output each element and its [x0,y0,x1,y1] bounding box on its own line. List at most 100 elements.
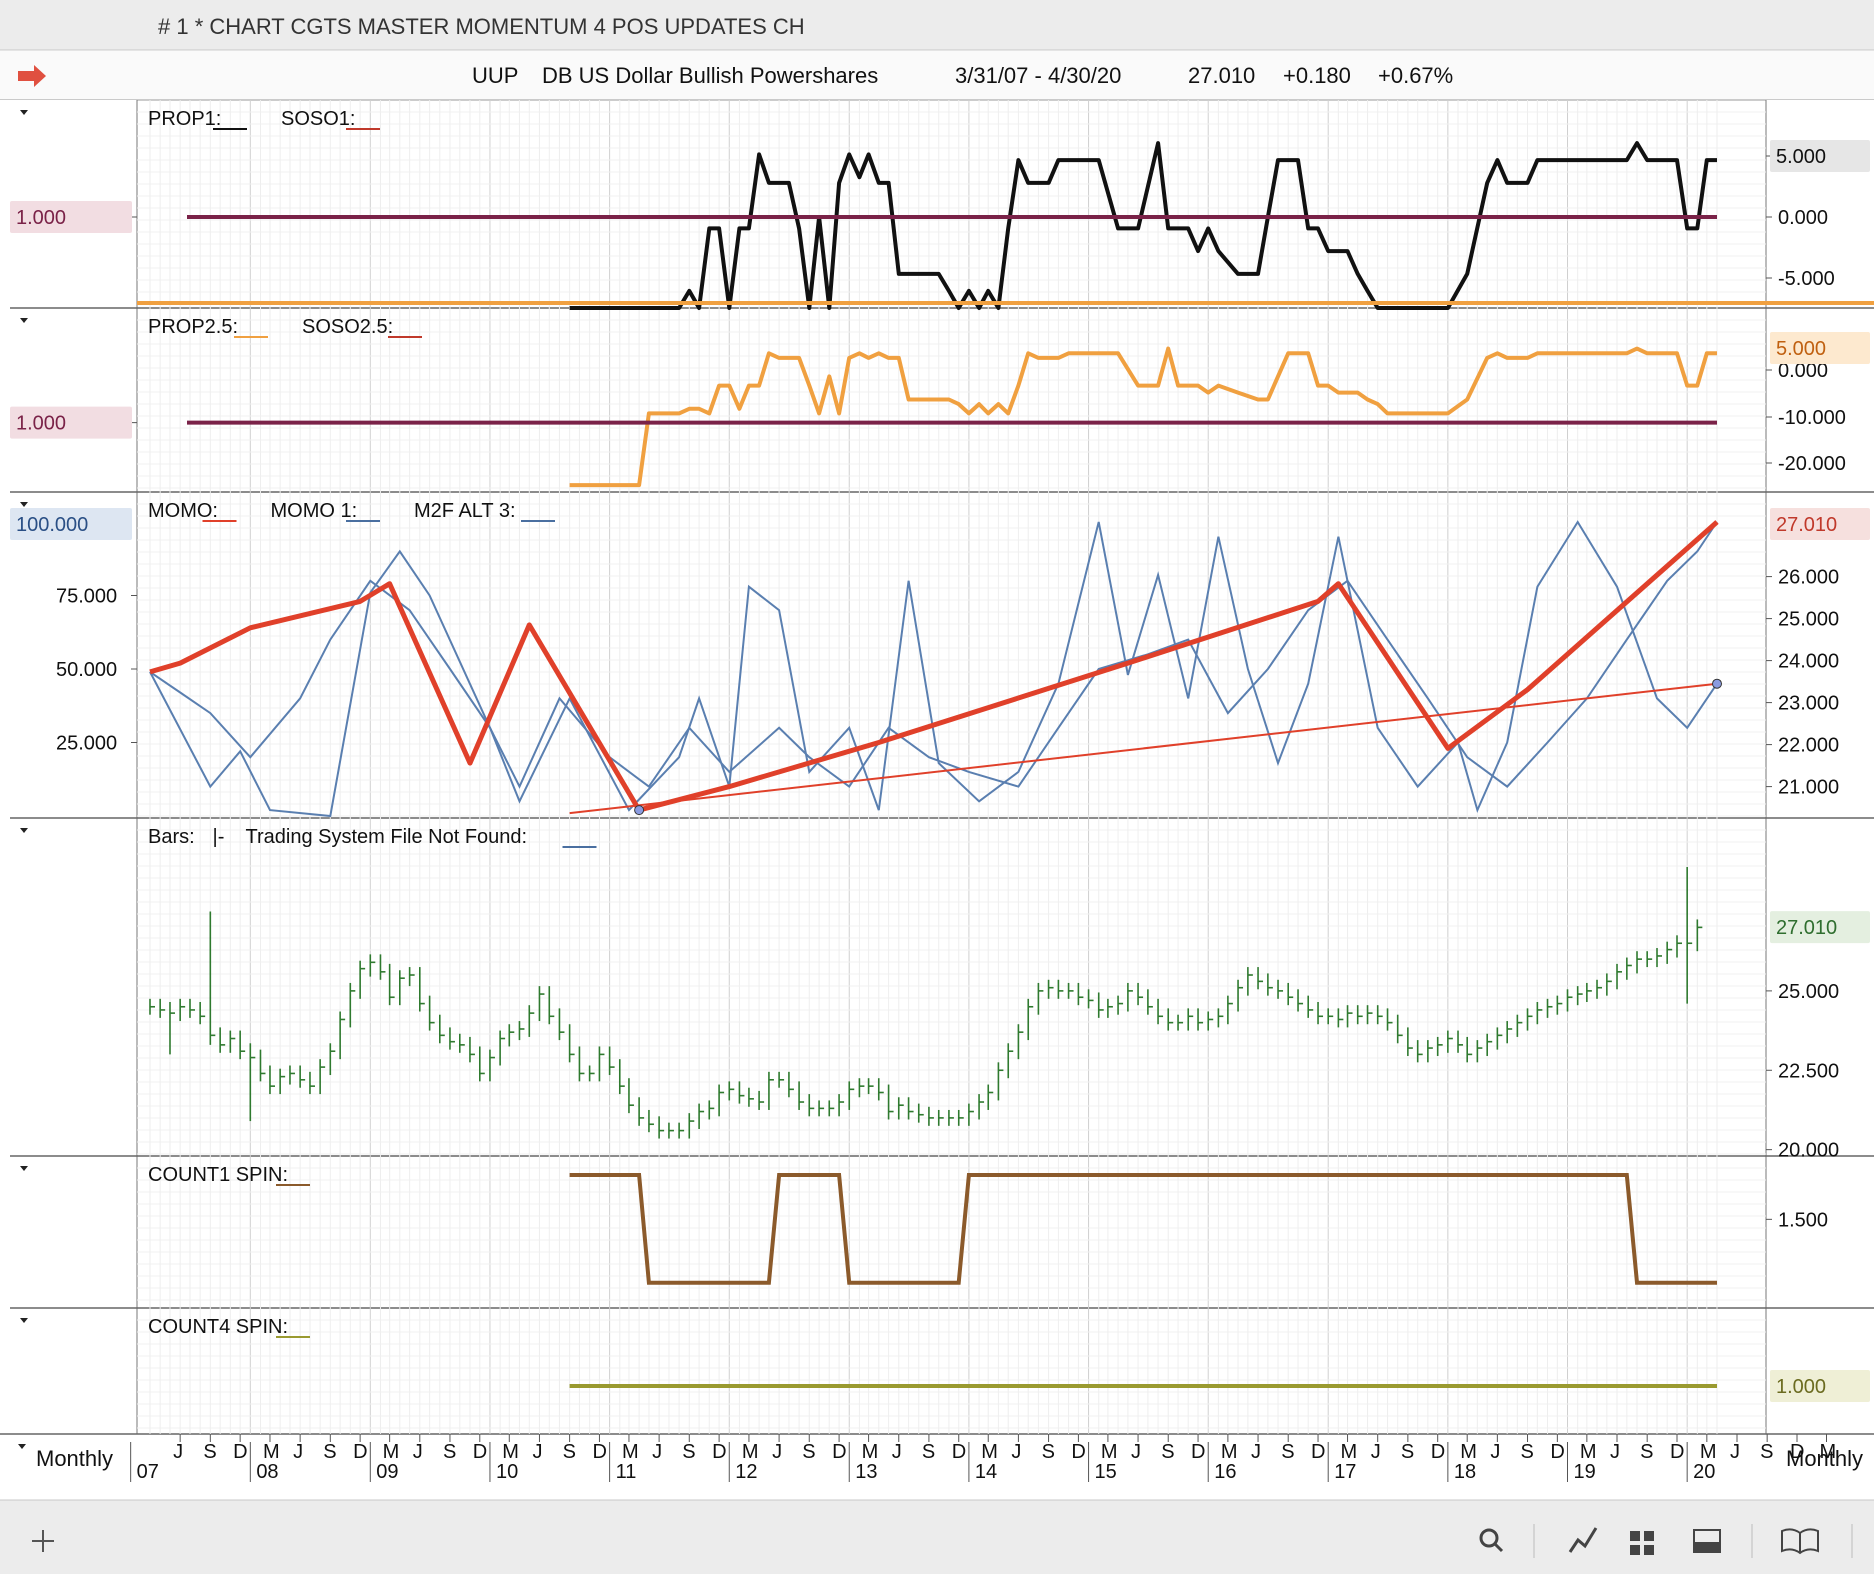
month-label: D [592,1441,606,1463]
month-label: M [622,1441,639,1463]
percent-change: +0.67% [1378,63,1453,88]
left-tag-momo-bg [10,508,132,540]
right-tag-prop1-bg [1770,140,1870,172]
legend-momo-0: MOMO: [148,500,218,522]
pane-menu-icon [20,1166,28,1171]
month-label: J [413,1441,423,1463]
year-label: 10 [496,1461,518,1483]
month-label: M [1819,1441,1836,1463]
periodicity-right[interactable]: Monthly [1786,1446,1863,1471]
month-label: S [1401,1441,1414,1463]
legend-bars-0: Bars: [148,826,195,848]
right-tick-prop2: -10.000 [1778,407,1846,429]
month-label: J [772,1441,782,1463]
legend-bars-1: |- [213,826,225,848]
month-label: M [1700,1441,1717,1463]
panel-icon[interactable] [1693,1529,1721,1553]
month-label: D [1790,1441,1804,1463]
month-label: D [1550,1441,1564,1463]
right-tick-prop2: 0.000 [1778,360,1828,382]
month-label: M [1580,1441,1597,1463]
search-icon[interactable] [1479,1528,1504,1553]
periodicity-left[interactable]: Monthly [36,1446,113,1471]
month-label: J [892,1441,902,1463]
right-tag-prop2-bg [1770,332,1870,364]
month-label: D [1071,1441,1085,1463]
pane-menu-icon [20,1318,28,1323]
month-label: S [1281,1441,1294,1463]
month-label: J [1610,1441,1620,1463]
month-label: M [263,1441,280,1463]
year-label: 12 [735,1461,757,1483]
title-bar [0,0,1874,50]
month-label: D [1431,1441,1445,1463]
right-tag-bars: 27.010 [1776,917,1837,939]
legend-prop2-0: PROP2.5: [148,316,238,338]
right-tick-bars: 20.000 [1778,1140,1839,1162]
legend-momo-1: MOMO 1: [271,500,358,522]
year-label: 15 [1095,1461,1117,1483]
line-chart-icon[interactable] [1568,1527,1598,1553]
book-icon[interactable] [1781,1528,1819,1555]
month-label: D [1191,1441,1205,1463]
month-label: S [1760,1441,1773,1463]
right-tick-prop2: -20.000 [1778,453,1846,475]
month-label: J [1730,1441,1740,1463]
legend-count4-0: COUNT4 SPIN: [148,1316,288,1338]
legend-bars-2: Trading System File Not Found: [246,826,528,848]
month-label: D [233,1441,247,1463]
month-label: S [682,1441,695,1463]
month-label: M [1221,1441,1238,1463]
year-label: 19 [1574,1461,1596,1483]
year-label: 18 [1454,1461,1476,1483]
left-tick-momo: 50.000 [56,659,117,681]
month-label: D [952,1441,966,1463]
year-label: 20 [1693,1461,1715,1483]
month-label: J [1490,1441,1500,1463]
month-label: S [443,1441,456,1463]
series-momo [149,520,1719,813]
year-label: 08 [256,1461,278,1483]
momo-end-marker [1712,678,1722,689]
month-label: J [532,1441,542,1463]
month-label: D [473,1441,487,1463]
month-label: S [1521,1441,1534,1463]
month-label: S [1640,1441,1653,1463]
month-label: M [383,1441,400,1463]
left-axis-panel [0,100,137,1434]
arrow-right-icon[interactable] [18,65,46,87]
month-label: J [293,1441,303,1463]
left-tag-prop2: 1.000 [16,413,66,435]
right-tick-bars: 25.000 [1778,981,1839,1003]
series-m2f-alt3 [149,521,1718,789]
month-label: M [1460,1441,1477,1463]
month-label: S [203,1441,216,1463]
series-trendline [569,682,1718,815]
pane-menu-icon [20,110,28,115]
year-label: 09 [376,1461,398,1483]
right-tick-momo: 23.000 [1778,693,1839,715]
add-icon[interactable] [32,1530,54,1552]
left-tag-prop2-bg [10,406,132,439]
month-label: S [1161,1441,1174,1463]
month-label: J [1011,1441,1021,1463]
pane-menu-icon [20,502,28,507]
pane-menu-icon [20,828,28,833]
year-label: 11 [616,1461,637,1483]
year-label: 17 [1334,1461,1356,1483]
right-tick-momo: 24.000 [1778,651,1839,673]
month-label: M [742,1441,759,1463]
series-count1 [569,1173,1717,1285]
legend-prop1-1: SOSO1: [281,108,355,130]
right-tick-momo: 26.000 [1778,567,1839,589]
month-label: J [1371,1441,1381,1463]
left-tick-momo: 75.000 [56,586,117,608]
legend-prop2-1: SOSO2.5: [302,316,393,338]
year-label: 07 [137,1461,159,1483]
grid-icon[interactable] [1630,1531,1654,1555]
series-momo1 [149,520,1718,818]
month-label: J [1131,1441,1141,1463]
